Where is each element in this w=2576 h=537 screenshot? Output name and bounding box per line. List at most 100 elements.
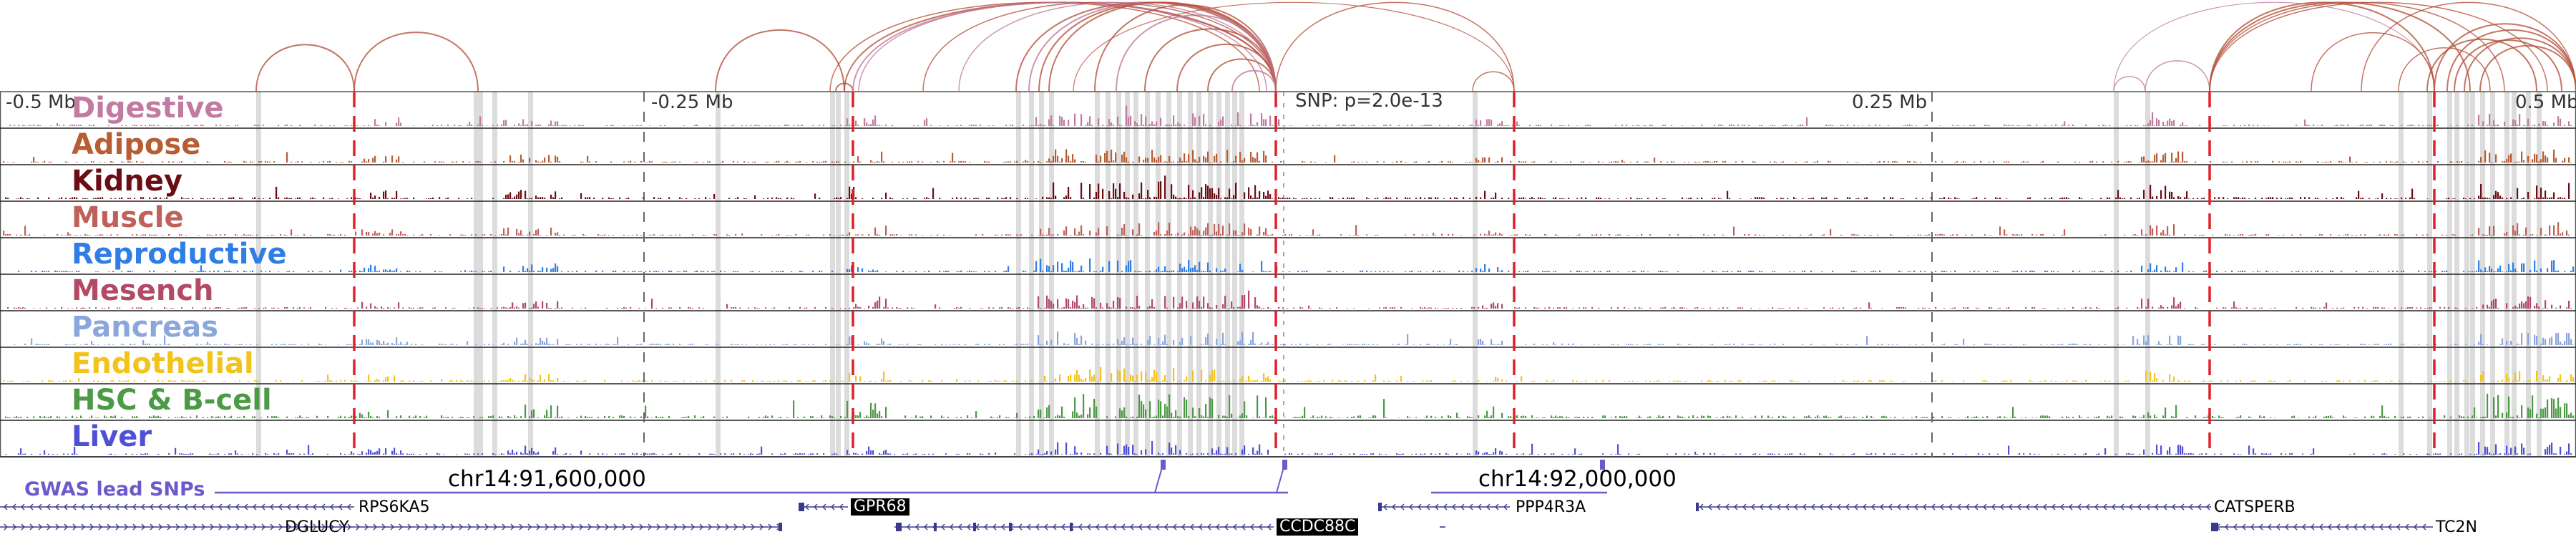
- signal-peak: [1922, 307, 1924, 309]
- signal-peak: [1220, 198, 1222, 199]
- signal-peak: [1291, 125, 1293, 126]
- signal-peak: [2184, 125, 2186, 126]
- signal-peak: [1181, 160, 1184, 163]
- signal-peak: [2439, 306, 2441, 309]
- signal-peak: [1671, 307, 1673, 309]
- signal-peak: [2555, 307, 2557, 309]
- signal-peak: [1224, 344, 1226, 345]
- signal-peak: [1759, 234, 1761, 236]
- signal-peak: [1853, 271, 1855, 272]
- signal-peak: [587, 155, 589, 163]
- signal-peak: [1179, 342, 1181, 345]
- signal-peak: [331, 235, 333, 236]
- signal-peak: [301, 417, 303, 418]
- signal-peak: [368, 268, 370, 272]
- signal-peak: [1252, 417, 1254, 418]
- signal-peak: [1714, 197, 1716, 199]
- signal-peak: [2529, 234, 2532, 236]
- signal-peak: [552, 344, 555, 345]
- signal-peak: [1802, 344, 1804, 345]
- signal-peak: [1091, 296, 1093, 309]
- signal-peak: [2010, 344, 2012, 345]
- signal-peak: [847, 198, 849, 199]
- signal-peak: [2502, 197, 2504, 199]
- signal-peak: [1368, 417, 1370, 418]
- signal-peak: [1536, 125, 1538, 126]
- signal-peak: [1377, 234, 1379, 236]
- signal-peak: [2476, 306, 2478, 309]
- signal-peak: [1235, 125, 1237, 126]
- signal-peak: [1482, 271, 1484, 272]
- signal-peak: [2175, 267, 2177, 272]
- signal-peak: [1038, 409, 1040, 418]
- signal-peak: [2203, 235, 2205, 236]
- signal-peak: [1669, 234, 1671, 236]
- signal-peak: [2169, 118, 2171, 126]
- signal-peak: [831, 416, 834, 418]
- signal-peak: [1033, 161, 1035, 163]
- signal-peak: [765, 307, 767, 309]
- signal-peak: [2394, 198, 2396, 199]
- signal-peak: [1336, 307, 1338, 309]
- signal-peak: [1890, 417, 1892, 418]
- signal-peak: [1353, 198, 1355, 199]
- signal-peak: [2274, 417, 2276, 418]
- signal-peak: [2424, 271, 2426, 272]
- signal-peak: [1701, 415, 1703, 418]
- signal-peak: [621, 380, 623, 382]
- signal-peak: [988, 381, 990, 382]
- signal-peak: [1087, 414, 1089, 418]
- signal-peak: [943, 161, 945, 163]
- signal-peak: [1596, 233, 1598, 236]
- signal-peak: [752, 271, 754, 272]
- signal-peak: [1147, 189, 1149, 199]
- signal-peak: [2124, 380, 2126, 382]
- signal-peak: [2021, 162, 2023, 163]
- signal-peak: [78, 125, 80, 126]
- signal-peak: [2334, 344, 2336, 345]
- signal-peak: [613, 344, 615, 345]
- signal-peak: [1724, 160, 1727, 163]
- signal-peak: [37, 162, 39, 163]
- signal-peak: [1254, 125, 1257, 126]
- signal-peak: [1491, 234, 1493, 236]
- signal-peak: [74, 197, 76, 199]
- signal-peak: [2212, 234, 2214, 236]
- signal-peak: [177, 417, 179, 418]
- signal-peak: [2139, 308, 2141, 309]
- signal-peak: [1196, 161, 1199, 163]
- signal-peak: [2004, 380, 2006, 382]
- signal-peak: [1224, 197, 1226, 199]
- signal-peak: [1806, 308, 1808, 309]
- signal-peak: [200, 124, 203, 126]
- signal-peak: [1767, 308, 1770, 309]
- signal-peak: [2551, 197, 2553, 199]
- signal-peak: [2094, 417, 2096, 418]
- signal-peak: [947, 125, 950, 126]
- signal-peak: [439, 343, 441, 345]
- signal-peak: [1486, 410, 1488, 418]
- signal-peak: [2092, 198, 2094, 199]
- signal-peak: [1518, 271, 1521, 272]
- signal-peak: [162, 235, 164, 236]
- signal-peak: [2137, 306, 2139, 309]
- signal-peak: [2235, 307, 2238, 309]
- signal-peak: [1306, 380, 1308, 382]
- signal-peak: [1847, 417, 1849, 418]
- signal-peak: [250, 234, 252, 236]
- signal-peak: [29, 198, 31, 199]
- signal-peak: [516, 306, 518, 309]
- signal-peak: [1484, 233, 1486, 236]
- signal-peak: [254, 308, 256, 309]
- signal-peak: [1965, 162, 1967, 163]
- signal-peak: [387, 410, 389, 418]
- signal-peak: [1855, 381, 1858, 382]
- signal-peak: [2135, 416, 2137, 418]
- signal-peak: [16, 198, 18, 199]
- signal-peak: [1948, 417, 1950, 418]
- signal-peak: [679, 234, 681, 236]
- signal-peak: [1100, 155, 1102, 163]
- signal-peak: [2444, 306, 2446, 309]
- signal-peak: [149, 234, 151, 236]
- signal-peak: [2538, 197, 2540, 199]
